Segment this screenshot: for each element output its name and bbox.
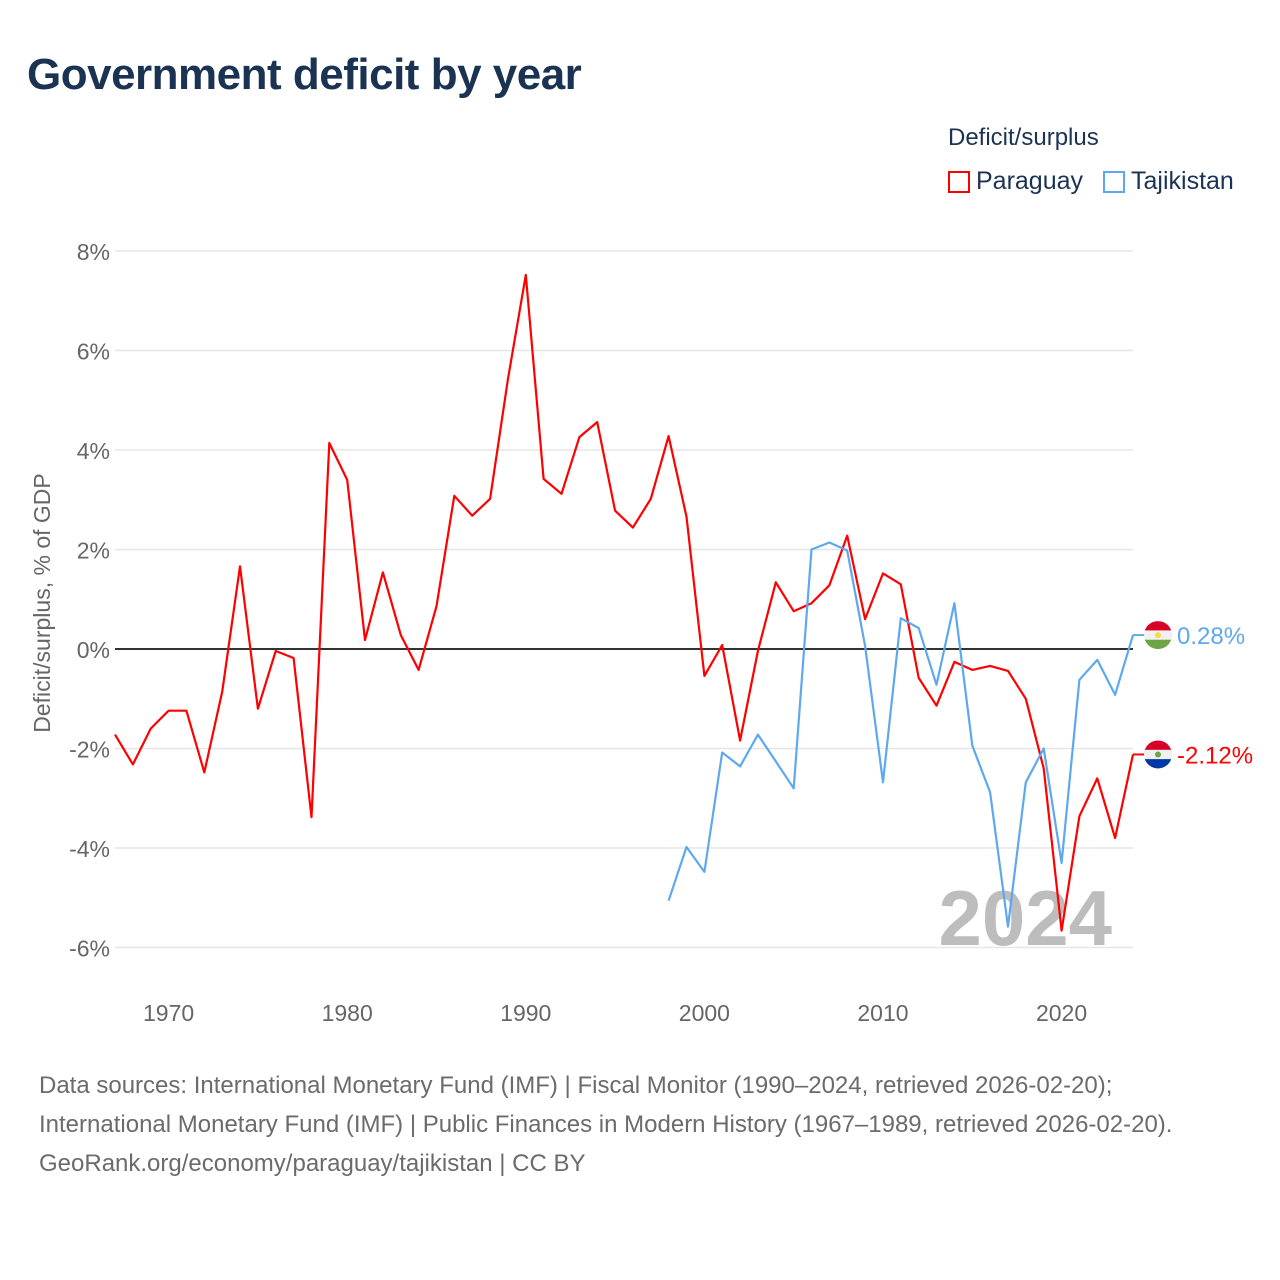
footer: Data sources: International Monetary Fun… bbox=[39, 1066, 1239, 1183]
end-value-label: -2.12% bbox=[1177, 742, 1253, 769]
legend-item-tajikistan[interactable]: Tajikistan bbox=[1103, 167, 1234, 196]
y-tick-label: 0% bbox=[77, 637, 110, 663]
series-line-tajikistan bbox=[667, 541, 1135, 928]
legend-label: Tajikistan bbox=[1131, 167, 1234, 195]
series-line-paraguay bbox=[114, 273, 1135, 932]
paraguay-flag-icon bbox=[1144, 740, 1172, 769]
y-axis-label: Deficit/surplus, % of GDP bbox=[29, 473, 55, 732]
legend-label: Paraguay bbox=[976, 167, 1084, 195]
y-tick-label: -4% bbox=[69, 836, 110, 862]
x-tick-label: 2000 bbox=[679, 1000, 730, 1026]
y-tick-label: 6% bbox=[77, 339, 110, 365]
credit-link[interactable]: GeoRank.org/economy/paraguay/tajikistan … bbox=[39, 1150, 586, 1177]
chart-title: Government deficit by year bbox=[27, 50, 582, 99]
legend-swatch-paraguay bbox=[948, 170, 970, 193]
year-watermark: 2024 bbox=[938, 874, 1112, 962]
x-tick-label: 1970 bbox=[143, 1000, 194, 1026]
y-tick-label: -2% bbox=[69, 737, 110, 763]
y-tick-label: 4% bbox=[77, 438, 110, 464]
legend-title: Deficit/surplus bbox=[948, 124, 1099, 151]
y-tick-label: -6% bbox=[69, 936, 110, 962]
data-sources: Data sources: International Monetary Fun… bbox=[39, 1072, 1173, 1138]
legend-swatch-tajikistan bbox=[1103, 170, 1125, 193]
legend-item-paraguay[interactable]: Paraguay bbox=[948, 167, 1083, 196]
plot-area: 8% 6% 4% 2% 0% -2% -4% -6% 1970 1980 1990 2000 2010 2… bbox=[29, 239, 1253, 1026]
x-tick-label: 2010 bbox=[857, 1000, 908, 1026]
x-tick-label: 2020 bbox=[1036, 1000, 1087, 1026]
tajikistan-flag-icon bbox=[1144, 621, 1172, 650]
end-value-label: 0.28% bbox=[1177, 623, 1245, 650]
x-tick-label: 1990 bbox=[500, 1000, 551, 1026]
y-tick-label: 8% bbox=[77, 239, 110, 265]
x-tick-label: 1980 bbox=[322, 1000, 373, 1026]
y-tick-label: 2% bbox=[77, 538, 110, 564]
